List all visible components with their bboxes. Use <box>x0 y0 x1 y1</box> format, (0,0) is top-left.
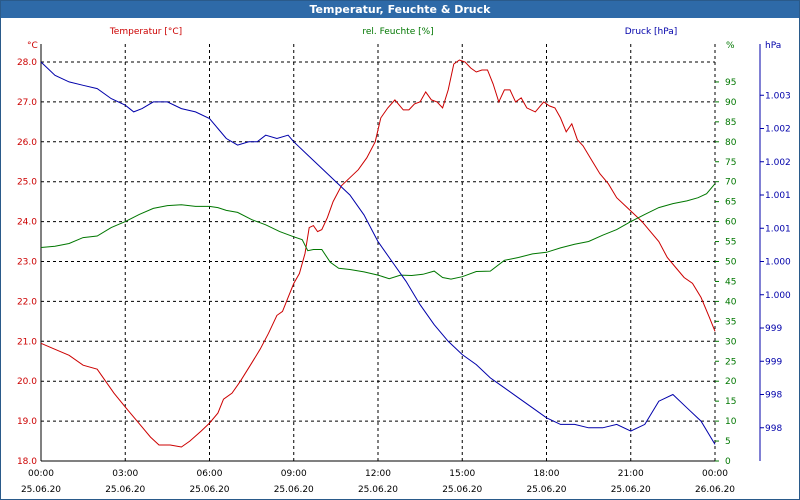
series-line-hum <box>40 183 716 280</box>
hum-tick-label: 50 <box>725 258 737 268</box>
hum-tick-label: 5 <box>725 437 731 447</box>
hum-unit-label: % <box>726 41 735 51</box>
hum-tick-label: 65 <box>725 198 736 208</box>
x-tick-time-label: 03:00 <box>112 469 138 479</box>
hum-tick-label: 30 <box>725 337 737 347</box>
series-group <box>40 59 716 448</box>
x-tick-time-label: 18:00 <box>534 469 560 479</box>
temp-tick-label: 21.0 <box>17 337 37 347</box>
press-tick-label: 1.002 <box>765 158 791 168</box>
temp-tick-label: 27.0 <box>17 98 37 108</box>
hum-tick-label: 20 <box>725 377 737 387</box>
press-tick-label: 999 <box>765 357 782 367</box>
temp-tick-label: 19.0 <box>17 417 37 427</box>
x-tick-time-label: 06:00 <box>197 469 223 479</box>
temp-tick-label: 20.0 <box>17 377 37 387</box>
press-axis-title: Druck [hPa] <box>625 27 678 37</box>
press-tick-label: 1.002 <box>765 125 791 135</box>
x-tick-date-label: 25.06.20 <box>611 485 651 495</box>
temp-tick-label: 25.0 <box>17 178 37 188</box>
hum-tick-label: 55 <box>725 238 736 248</box>
press-tick-label: 1.000 <box>765 291 791 301</box>
x-tick-date-label: 25.06.20 <box>21 485 61 495</box>
hum-tick-label: 60 <box>725 218 737 228</box>
x-tick-date-label: 25.06.20 <box>442 485 482 495</box>
x-tick-time-label: 12:00 <box>365 469 391 479</box>
plot-frame <box>40 44 761 462</box>
press-tick-label: 998 <box>765 424 782 434</box>
x-tick-time-label: 21:00 <box>618 469 644 479</box>
x-tick-time-label: 00:00 <box>702 469 728 479</box>
press-tick-label: 1.003 <box>765 91 791 101</box>
hum-tick-label: 15 <box>725 397 736 407</box>
press-tick-label: 1.000 <box>765 258 791 268</box>
temp-axis-title: Temperatur [°C] <box>109 27 182 37</box>
x-tick-date-label: 25.06.20 <box>189 485 229 495</box>
x-tick-date-label: 25.06.20 <box>274 485 314 495</box>
series-line-temp <box>40 59 716 448</box>
hum-tick-label: 95 <box>725 78 736 88</box>
temp-tick-label: 22.0 <box>17 297 37 307</box>
weather-line-chart: °C Temperatur [°C] rel. Feuchte [%]% Druck … <box>17 27 791 495</box>
hum-tick-label: 40 <box>725 297 737 307</box>
x-tick-date-label: 26.06.20 <box>695 485 735 495</box>
press-tick-label: 998 <box>765 391 782 401</box>
x-tick-date-label: 25.06.20 <box>526 485 566 495</box>
temp-tick-label: 28.0 <box>17 58 37 68</box>
hum-tick-label: 10 <box>725 417 737 427</box>
temp-tick-label: 26.0 <box>17 138 37 148</box>
hum-tick-label: 25 <box>725 357 736 367</box>
temp-unit-label: °C <box>27 41 38 51</box>
x-tick-date-label: 25.06.20 <box>358 485 398 495</box>
press-tick-label: 1.001 <box>765 224 791 234</box>
hum-tick-label: 85 <box>725 118 736 128</box>
series-line-press <box>40 61 716 445</box>
hum-tick-label: 45 <box>725 277 736 287</box>
temp-tick-label: 24.0 <box>17 218 37 228</box>
hum-tick-label: 70 <box>725 178 737 188</box>
grid <box>40 44 716 462</box>
hum-tick-label: 80 <box>725 138 737 148</box>
hum-axis-title: rel. Feuchte [%] <box>362 27 433 37</box>
press-unit-label: hPa <box>765 41 781 51</box>
x-tick-time-label: 09:00 <box>281 469 307 479</box>
x-tick-date-label: 25.06.20 <box>105 485 145 495</box>
x-tick-time-label: 15:00 <box>449 469 475 479</box>
hum-tick-label: 35 <box>725 317 736 327</box>
hum-tick-label: 75 <box>725 158 736 168</box>
axes: °C Temperatur [°C] rel. Feuchte [%]% Druck … <box>17 27 791 495</box>
temp-tick-label: 18.0 <box>17 457 37 467</box>
hum-tick-label: 90 <box>725 98 737 108</box>
chart-title: Temperatur, Feuchte & Druck <box>1 1 799 18</box>
x-tick-time-label: 00:00 <box>28 469 54 479</box>
press-tick-label: 1.001 <box>765 191 791 201</box>
hum-tick-label: 0 <box>725 457 731 467</box>
press-tick-label: 999 <box>765 324 782 334</box>
temp-tick-label: 23.0 <box>17 258 37 268</box>
